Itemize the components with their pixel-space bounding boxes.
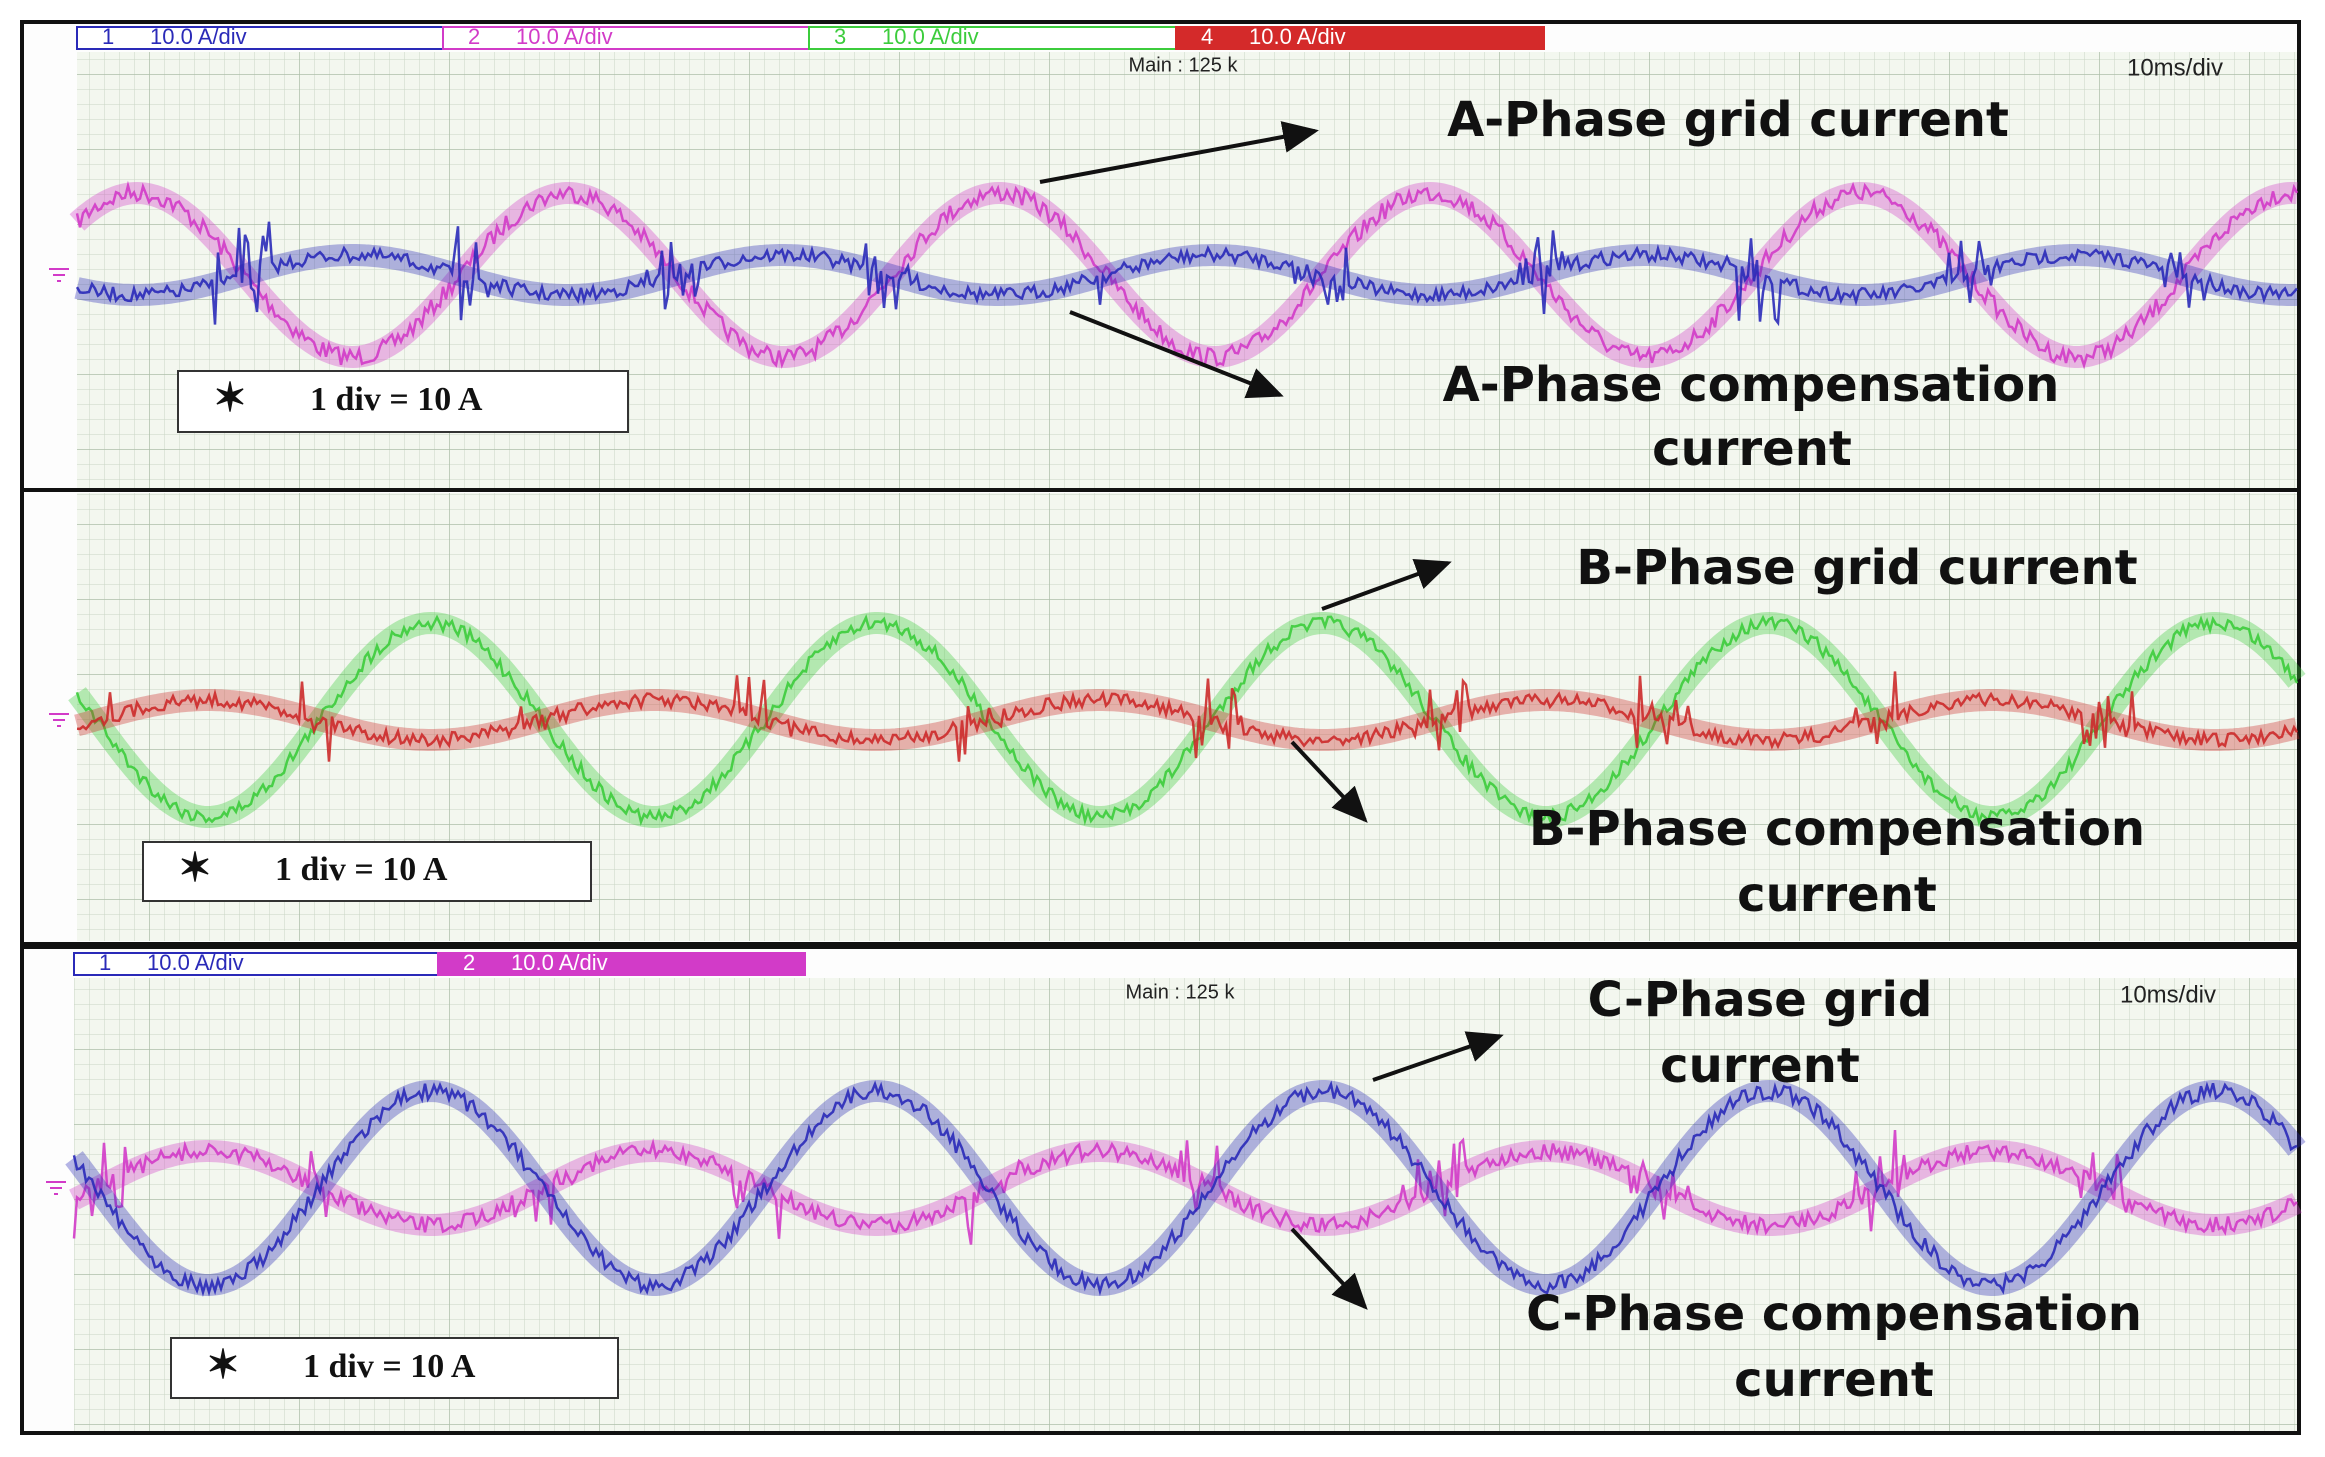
scale-note: 1 div = 10 A bbox=[310, 381, 483, 418]
channel-number: 2 bbox=[463, 950, 475, 975]
annotation: C-Phase grid bbox=[1588, 972, 1933, 1028]
channel-number: 2 bbox=[468, 24, 480, 49]
channel-number: 4 bbox=[1201, 24, 1213, 49]
channel-header: 1 10.0 A/div 2 10.0 A/div bbox=[74, 950, 805, 975]
annotation: current bbox=[1660, 1038, 1860, 1094]
annotation: C-Phase compensation bbox=[1526, 1286, 2142, 1342]
annotation: current bbox=[1737, 867, 1937, 923]
annotation: B-Phase grid current bbox=[1576, 540, 2137, 596]
channel-tab bbox=[443, 27, 809, 49]
channel-scale: 10.0 A/div bbox=[511, 950, 608, 975]
channel-tab bbox=[809, 27, 1176, 49]
annotation: current bbox=[1652, 421, 1852, 477]
annotation: A-Phase grid current bbox=[1447, 92, 2009, 148]
channel-tab bbox=[1176, 27, 1544, 49]
channel-tab bbox=[74, 953, 438, 975]
channel-header: 1 10.0 A/div 2 10.0 A/div 3 10.0 A/div 4… bbox=[77, 24, 1544, 49]
channel-number: 3 bbox=[834, 24, 846, 49]
channel-scale: 10.0 A/div bbox=[516, 24, 613, 49]
channel-scale: 10.0 A/div bbox=[882, 24, 979, 49]
annotation: current bbox=[1734, 1352, 1934, 1408]
channel-tab bbox=[438, 953, 805, 975]
channel-tab bbox=[77, 27, 443, 49]
annotation: A-Phase compensation bbox=[1443, 357, 2060, 413]
time-scale: 10ms/div bbox=[2127, 54, 2223, 81]
channel-number: 1 bbox=[102, 24, 114, 49]
timebase: Main : 125 k bbox=[1129, 54, 1239, 76]
scale-note: 1 div = 10 A bbox=[275, 851, 448, 888]
star: ✶ bbox=[178, 845, 212, 890]
channel-scale: 10.0 A/div bbox=[147, 950, 244, 975]
channel-number: 1 bbox=[99, 950, 111, 975]
timebase: Main : 125 k bbox=[1126, 981, 1236, 1003]
scale-note: 1 div = 10 A bbox=[303, 1348, 476, 1385]
star: ✶ bbox=[213, 375, 247, 420]
channel-scale: 10.0 A/div bbox=[1249, 24, 1346, 49]
time-scale: 10ms/div bbox=[2120, 981, 2216, 1008]
annotation: B-Phase compensation bbox=[1529, 801, 2145, 857]
channel-scale: 10.0 A/div bbox=[150, 24, 247, 49]
star: ✶ bbox=[206, 1342, 240, 1387]
